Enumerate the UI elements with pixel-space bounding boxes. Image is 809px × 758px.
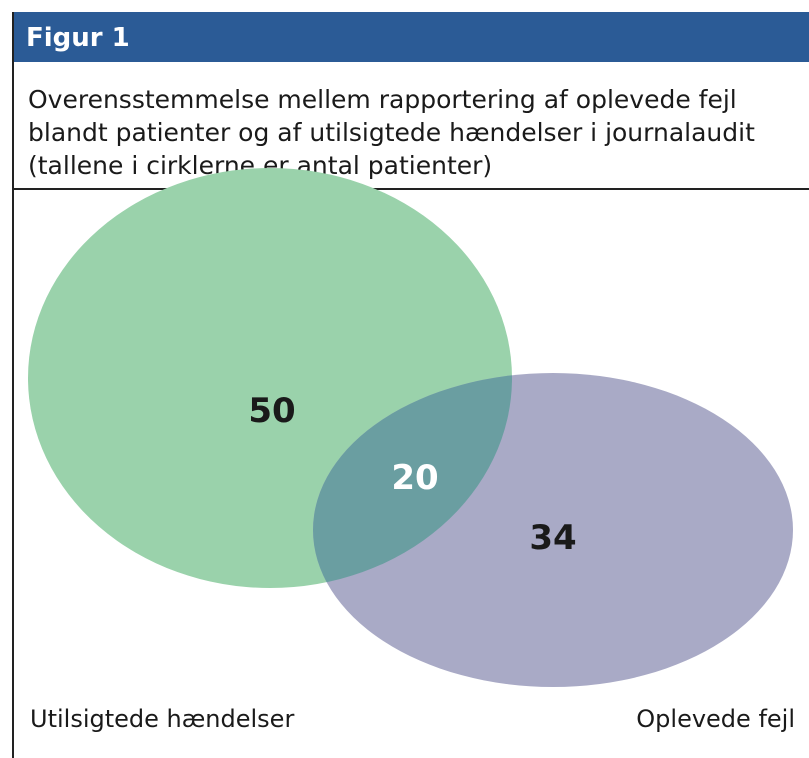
header-bar — [12, 12, 809, 62]
caption-line: blandt patienter og af utilsigtede hænde… — [28, 118, 755, 147]
set-b-label: Oplevede fejl — [636, 705, 795, 733]
figure-title: Figur 1 — [26, 23, 130, 53]
set-a-label: Utilsigtede hændelser — [30, 705, 294, 733]
set-a-count: 50 — [248, 391, 295, 431]
set-b-count: 34 — [529, 518, 576, 558]
overlap — [313, 373, 512, 588]
intersection-count: 20 — [391, 458, 438, 498]
caption-line: Overensstemmelse mellem rapportering af … — [28, 85, 737, 114]
